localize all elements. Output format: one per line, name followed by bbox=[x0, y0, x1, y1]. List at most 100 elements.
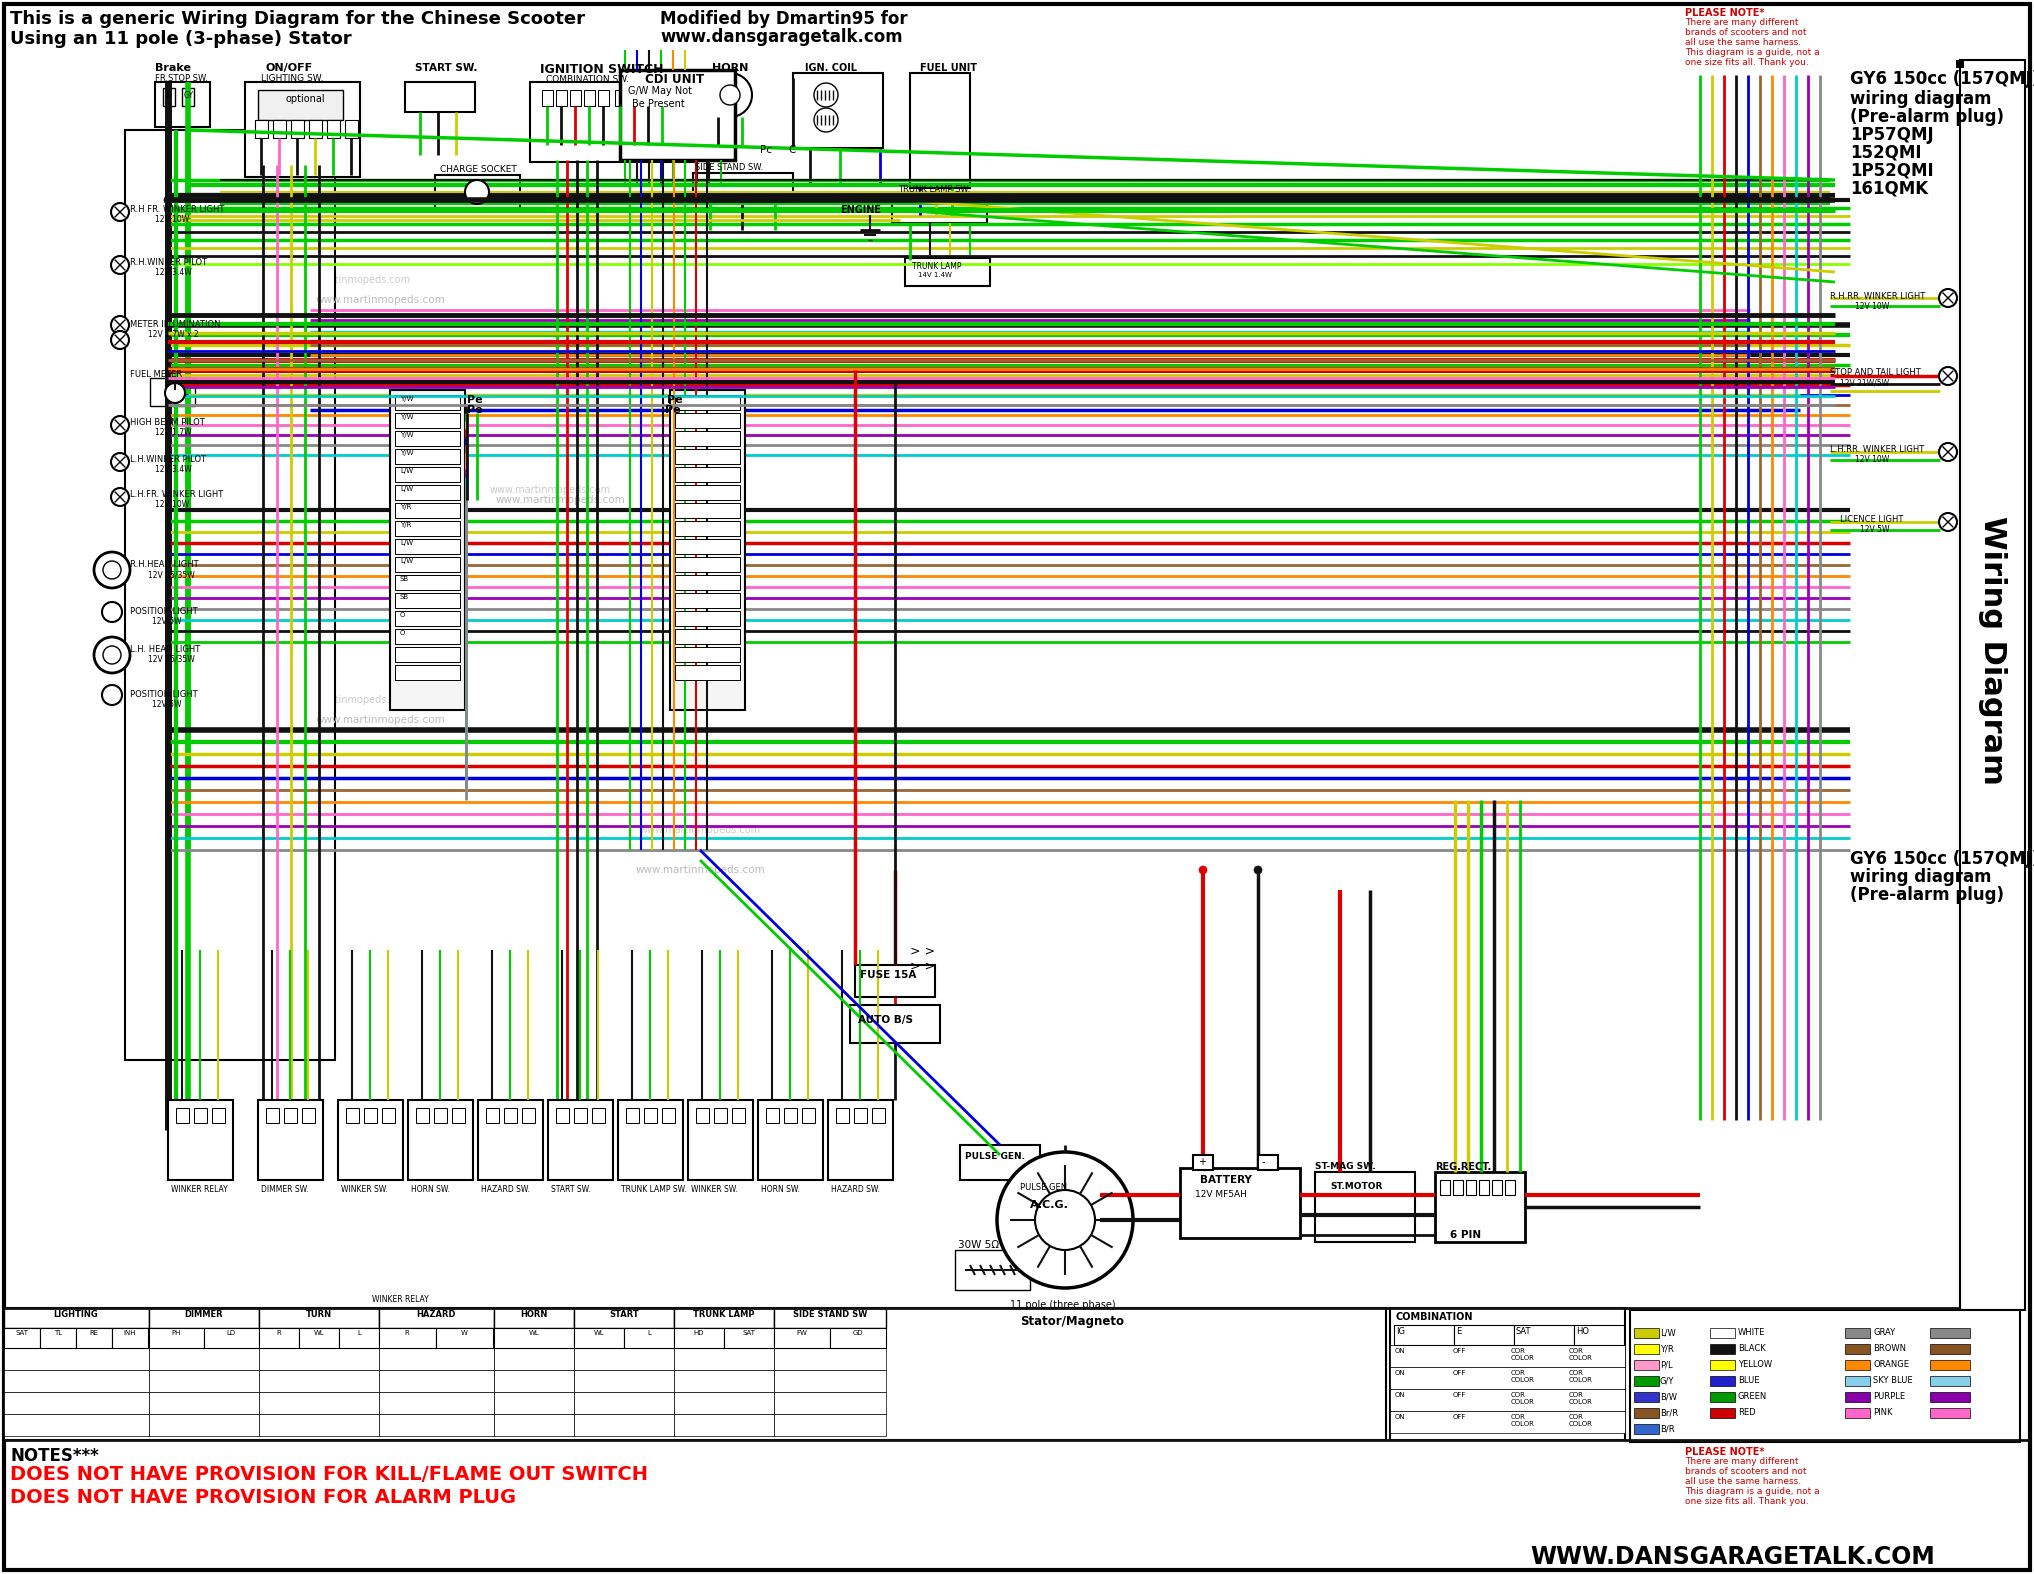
Text: Using an 11 pole (3-phase) Stator: Using an 11 pole (3-phase) Stator bbox=[10, 30, 352, 47]
Text: Pe: Pe bbox=[468, 405, 482, 416]
Bar bbox=[452, 1108, 466, 1122]
Circle shape bbox=[165, 197, 173, 205]
Bar bbox=[614, 90, 626, 105]
Text: COR
COLOR: COR COLOR bbox=[1511, 1413, 1536, 1428]
Bar bbox=[1961, 60, 2026, 1310]
Bar bbox=[395, 575, 460, 590]
Text: OFF: OFF bbox=[1452, 1347, 1467, 1354]
Text: brands of scooters and not: brands of scooters and not bbox=[1684, 1467, 1806, 1476]
Bar bbox=[395, 647, 460, 663]
Text: R.H.WINKER PILOT: R.H.WINKER PILOT bbox=[130, 258, 207, 268]
Bar bbox=[148, 1308, 258, 1328]
Text: AUTO B/S: AUTO B/S bbox=[858, 1015, 913, 1025]
Bar bbox=[547, 1100, 612, 1180]
Bar bbox=[1930, 1360, 1971, 1369]
Bar bbox=[696, 1108, 710, 1122]
Text: 12V 10W: 12V 10W bbox=[155, 216, 189, 224]
Bar bbox=[212, 1108, 226, 1122]
Bar bbox=[830, 1328, 887, 1347]
Text: ON: ON bbox=[1395, 1391, 1405, 1398]
Text: www.martinmopeds.com: www.martinmopeds.com bbox=[289, 275, 411, 285]
Bar bbox=[675, 630, 740, 644]
Bar bbox=[675, 647, 740, 663]
Text: COR
COLOR: COR COLOR bbox=[1568, 1347, 1593, 1362]
Text: R: R bbox=[277, 1330, 281, 1336]
Bar bbox=[395, 412, 460, 428]
Text: TRUNK LAMP SW.: TRUNK LAMP SW. bbox=[620, 1185, 687, 1195]
Text: COR
COLOR: COR COLOR bbox=[1568, 1369, 1593, 1384]
Circle shape bbox=[112, 203, 128, 220]
Bar bbox=[598, 90, 608, 105]
Bar bbox=[783, 1108, 797, 1122]
Bar bbox=[395, 593, 460, 608]
Text: WINKER RELAY: WINKER RELAY bbox=[171, 1185, 228, 1195]
Text: LIGHTING SW.: LIGHTING SW. bbox=[260, 74, 323, 83]
Text: 12V 5W: 12V 5W bbox=[153, 700, 181, 708]
Text: PULSE GEN.: PULSE GEN. bbox=[964, 1152, 1025, 1162]
Text: START SW.: START SW. bbox=[415, 63, 478, 72]
Bar bbox=[1452, 1180, 1462, 1195]
Bar bbox=[673, 1391, 775, 1413]
Text: WINKER SW.: WINKER SW. bbox=[692, 1185, 738, 1195]
Text: 14V 1.4W: 14V 1.4W bbox=[917, 272, 952, 279]
Bar bbox=[266, 1108, 279, 1122]
Text: There are many different: There are many different bbox=[1684, 17, 1798, 27]
Bar bbox=[75, 1328, 112, 1347]
Bar bbox=[1389, 1308, 1625, 1440]
Bar bbox=[669, 390, 744, 710]
Bar bbox=[657, 90, 667, 105]
Text: WWW.DANSGARAGETALK.COM: WWW.DANSGARAGETALK.COM bbox=[1530, 1546, 1934, 1569]
Bar bbox=[775, 1391, 887, 1413]
Text: CDI UNIT: CDI UNIT bbox=[645, 72, 704, 87]
Text: YELLOW: YELLOW bbox=[1737, 1360, 1772, 1369]
Circle shape bbox=[1035, 1190, 1094, 1250]
Text: NOTES***: NOTES*** bbox=[10, 1447, 100, 1465]
Text: 1P57QMJ: 1P57QMJ bbox=[1851, 126, 1934, 143]
Text: Brake: Brake bbox=[155, 63, 191, 72]
Text: www.martinmopeds.com: www.martinmopeds.com bbox=[639, 825, 761, 834]
Text: There are many different: There are many different bbox=[1684, 1458, 1798, 1465]
Text: PURPLE: PURPLE bbox=[1873, 1391, 1906, 1401]
Text: PLEASE NOTE*: PLEASE NOTE* bbox=[1684, 8, 1763, 17]
Bar bbox=[574, 1413, 673, 1435]
Text: GY: GY bbox=[183, 91, 193, 101]
Text: GY6 150cc (157QMJ): GY6 150cc (157QMJ) bbox=[1851, 69, 2034, 88]
Circle shape bbox=[102, 685, 122, 705]
Bar bbox=[893, 194, 986, 224]
Text: TRUNK LAMP: TRUNK LAMP bbox=[694, 1310, 755, 1319]
Circle shape bbox=[94, 637, 130, 674]
Bar bbox=[504, 1108, 517, 1122]
Text: Y/R: Y/R bbox=[401, 523, 411, 527]
Bar bbox=[909, 72, 970, 187]
Bar bbox=[309, 120, 321, 139]
Text: RE: RE bbox=[89, 1330, 98, 1336]
Bar bbox=[193, 1108, 207, 1122]
Text: 12V 21W/5W: 12V 21W/5W bbox=[1841, 378, 1890, 387]
Text: INH: INH bbox=[124, 1330, 136, 1336]
Text: SB: SB bbox=[401, 576, 409, 582]
Text: all use the same harness.: all use the same harness. bbox=[1684, 38, 1802, 47]
Text: 12V 1.7W x 2: 12V 1.7W x 2 bbox=[148, 331, 199, 338]
Bar bbox=[378, 1369, 494, 1391]
Text: OFF: OFF bbox=[1452, 1369, 1467, 1376]
Bar bbox=[675, 557, 740, 571]
Bar bbox=[378, 1308, 494, 1328]
Text: HORN: HORN bbox=[521, 1310, 547, 1319]
Text: TRUNK LAMP: TRUNK LAMP bbox=[911, 261, 962, 271]
Bar bbox=[1467, 1180, 1477, 1195]
Text: This is a generic Wiring Diagram for the Chinese Scooter: This is a generic Wiring Diagram for the… bbox=[10, 9, 586, 28]
Text: IGNITION SWITCH: IGNITION SWITCH bbox=[539, 63, 663, 76]
Bar bbox=[378, 1413, 494, 1435]
Text: wiring diagram: wiring diagram bbox=[1851, 90, 1991, 109]
Text: CHARGE SOCKET: CHARGE SOCKET bbox=[439, 165, 517, 175]
Bar bbox=[1845, 1360, 1869, 1369]
Text: R: R bbox=[405, 1330, 409, 1336]
Circle shape bbox=[112, 488, 128, 505]
Text: 12V 10W: 12V 10W bbox=[155, 501, 189, 508]
Text: 6 PIN: 6 PIN bbox=[1450, 1229, 1481, 1240]
Circle shape bbox=[1938, 290, 1957, 307]
Text: HAZARD SW.: HAZARD SW. bbox=[832, 1185, 881, 1195]
Text: 12V 10W: 12V 10W bbox=[1855, 302, 1890, 312]
Bar bbox=[169, 1100, 234, 1180]
Text: SAT: SAT bbox=[16, 1330, 28, 1336]
